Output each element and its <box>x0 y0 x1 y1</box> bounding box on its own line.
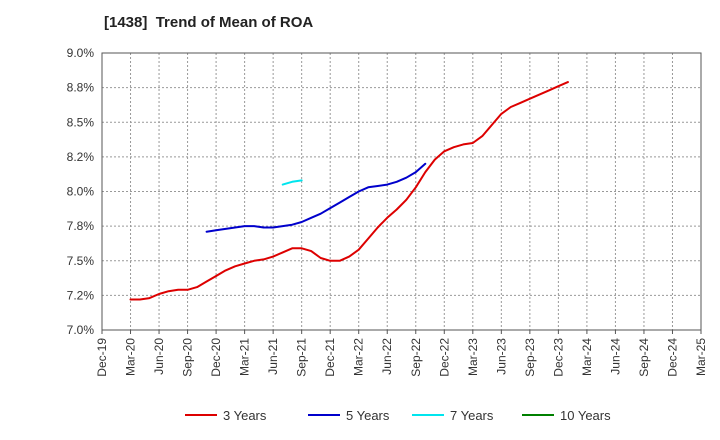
legend-label: 7 Years <box>450 408 494 423</box>
series-line <box>281 179 303 186</box>
y-tick-label: 7.0% <box>67 323 95 337</box>
x-tick-label: Jun-22 <box>380 338 394 375</box>
x-tick-label: Mar-24 <box>580 338 594 376</box>
series-line <box>205 162 427 233</box>
x-tick-label: Sep-24 <box>637 338 651 377</box>
y-tick-label: 8.5% <box>67 115 95 129</box>
plot-frame <box>101 52 702 331</box>
x-tick-label: Mar-22 <box>352 338 366 376</box>
x-tick-label: Dec-19 <box>95 338 109 377</box>
y-tick-label: 7.2% <box>67 288 95 302</box>
legend-label: 3 Years <box>223 408 267 423</box>
x-tick-label: Sep-23 <box>523 338 537 377</box>
x-tick-label: Sep-22 <box>409 338 423 377</box>
legend-label: 5 Years <box>346 408 390 423</box>
x-tick-label: Jun-20 <box>152 338 166 375</box>
y-tick-label: 9.0% <box>67 46 95 60</box>
x-tick-label: Dec-24 <box>665 338 679 377</box>
series-line <box>129 81 569 301</box>
x-tick-label: Mar-20 <box>124 338 138 376</box>
x-tick-label: Dec-21 <box>323 338 337 377</box>
x-tick-label: Mar-23 <box>466 338 480 376</box>
y-tick-label: 7.8% <box>67 219 95 233</box>
x-tick-label: Mar-25 <box>694 338 708 376</box>
x-tick-label: Sep-21 <box>295 338 309 377</box>
y-tick-label: 8.2% <box>67 150 95 164</box>
x-tick-label: Dec-23 <box>551 338 565 377</box>
x-tick-label: Dec-22 <box>437 338 451 377</box>
legend-label: 10 Years <box>560 408 611 423</box>
y-tick-label: 8.0% <box>67 185 95 199</box>
x-tick-label: Mar-21 <box>238 338 252 376</box>
y-tick-label: 8.8% <box>67 81 95 95</box>
chart-title: [1438] Trend of Mean of ROA <box>104 14 314 31</box>
x-tick-label: Dec-20 <box>209 338 223 377</box>
x-tick-label: Jun-24 <box>608 338 622 375</box>
x-tick-label: Jun-21 <box>266 338 280 375</box>
y-tick-label: 7.5% <box>67 254 95 268</box>
x-tick-label: Sep-20 <box>181 338 195 377</box>
x-tick-label: Jun-23 <box>494 338 508 375</box>
